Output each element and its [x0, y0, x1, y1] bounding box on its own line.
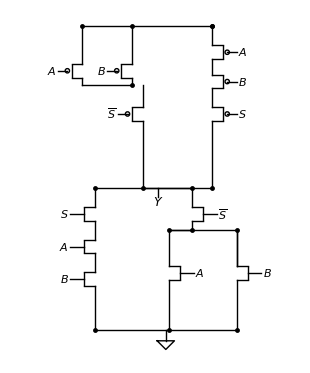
Text: $B$: $B$ — [263, 267, 272, 279]
Text: $Y$: $Y$ — [153, 196, 163, 209]
Text: $S$: $S$ — [60, 208, 69, 220]
Text: $A$: $A$ — [238, 46, 248, 58]
Text: $A$: $A$ — [195, 267, 205, 279]
Text: $A$: $A$ — [47, 65, 56, 77]
Text: $B$: $B$ — [97, 65, 106, 77]
Text: $S$: $S$ — [238, 108, 247, 120]
Text: $\overline{S}$: $\overline{S}$ — [107, 107, 117, 121]
Text: $B$: $B$ — [238, 76, 247, 88]
Text: $\overline{S}$: $\overline{S}$ — [218, 207, 227, 222]
Text: $A$: $A$ — [59, 241, 69, 253]
Text: $B$: $B$ — [60, 273, 69, 285]
